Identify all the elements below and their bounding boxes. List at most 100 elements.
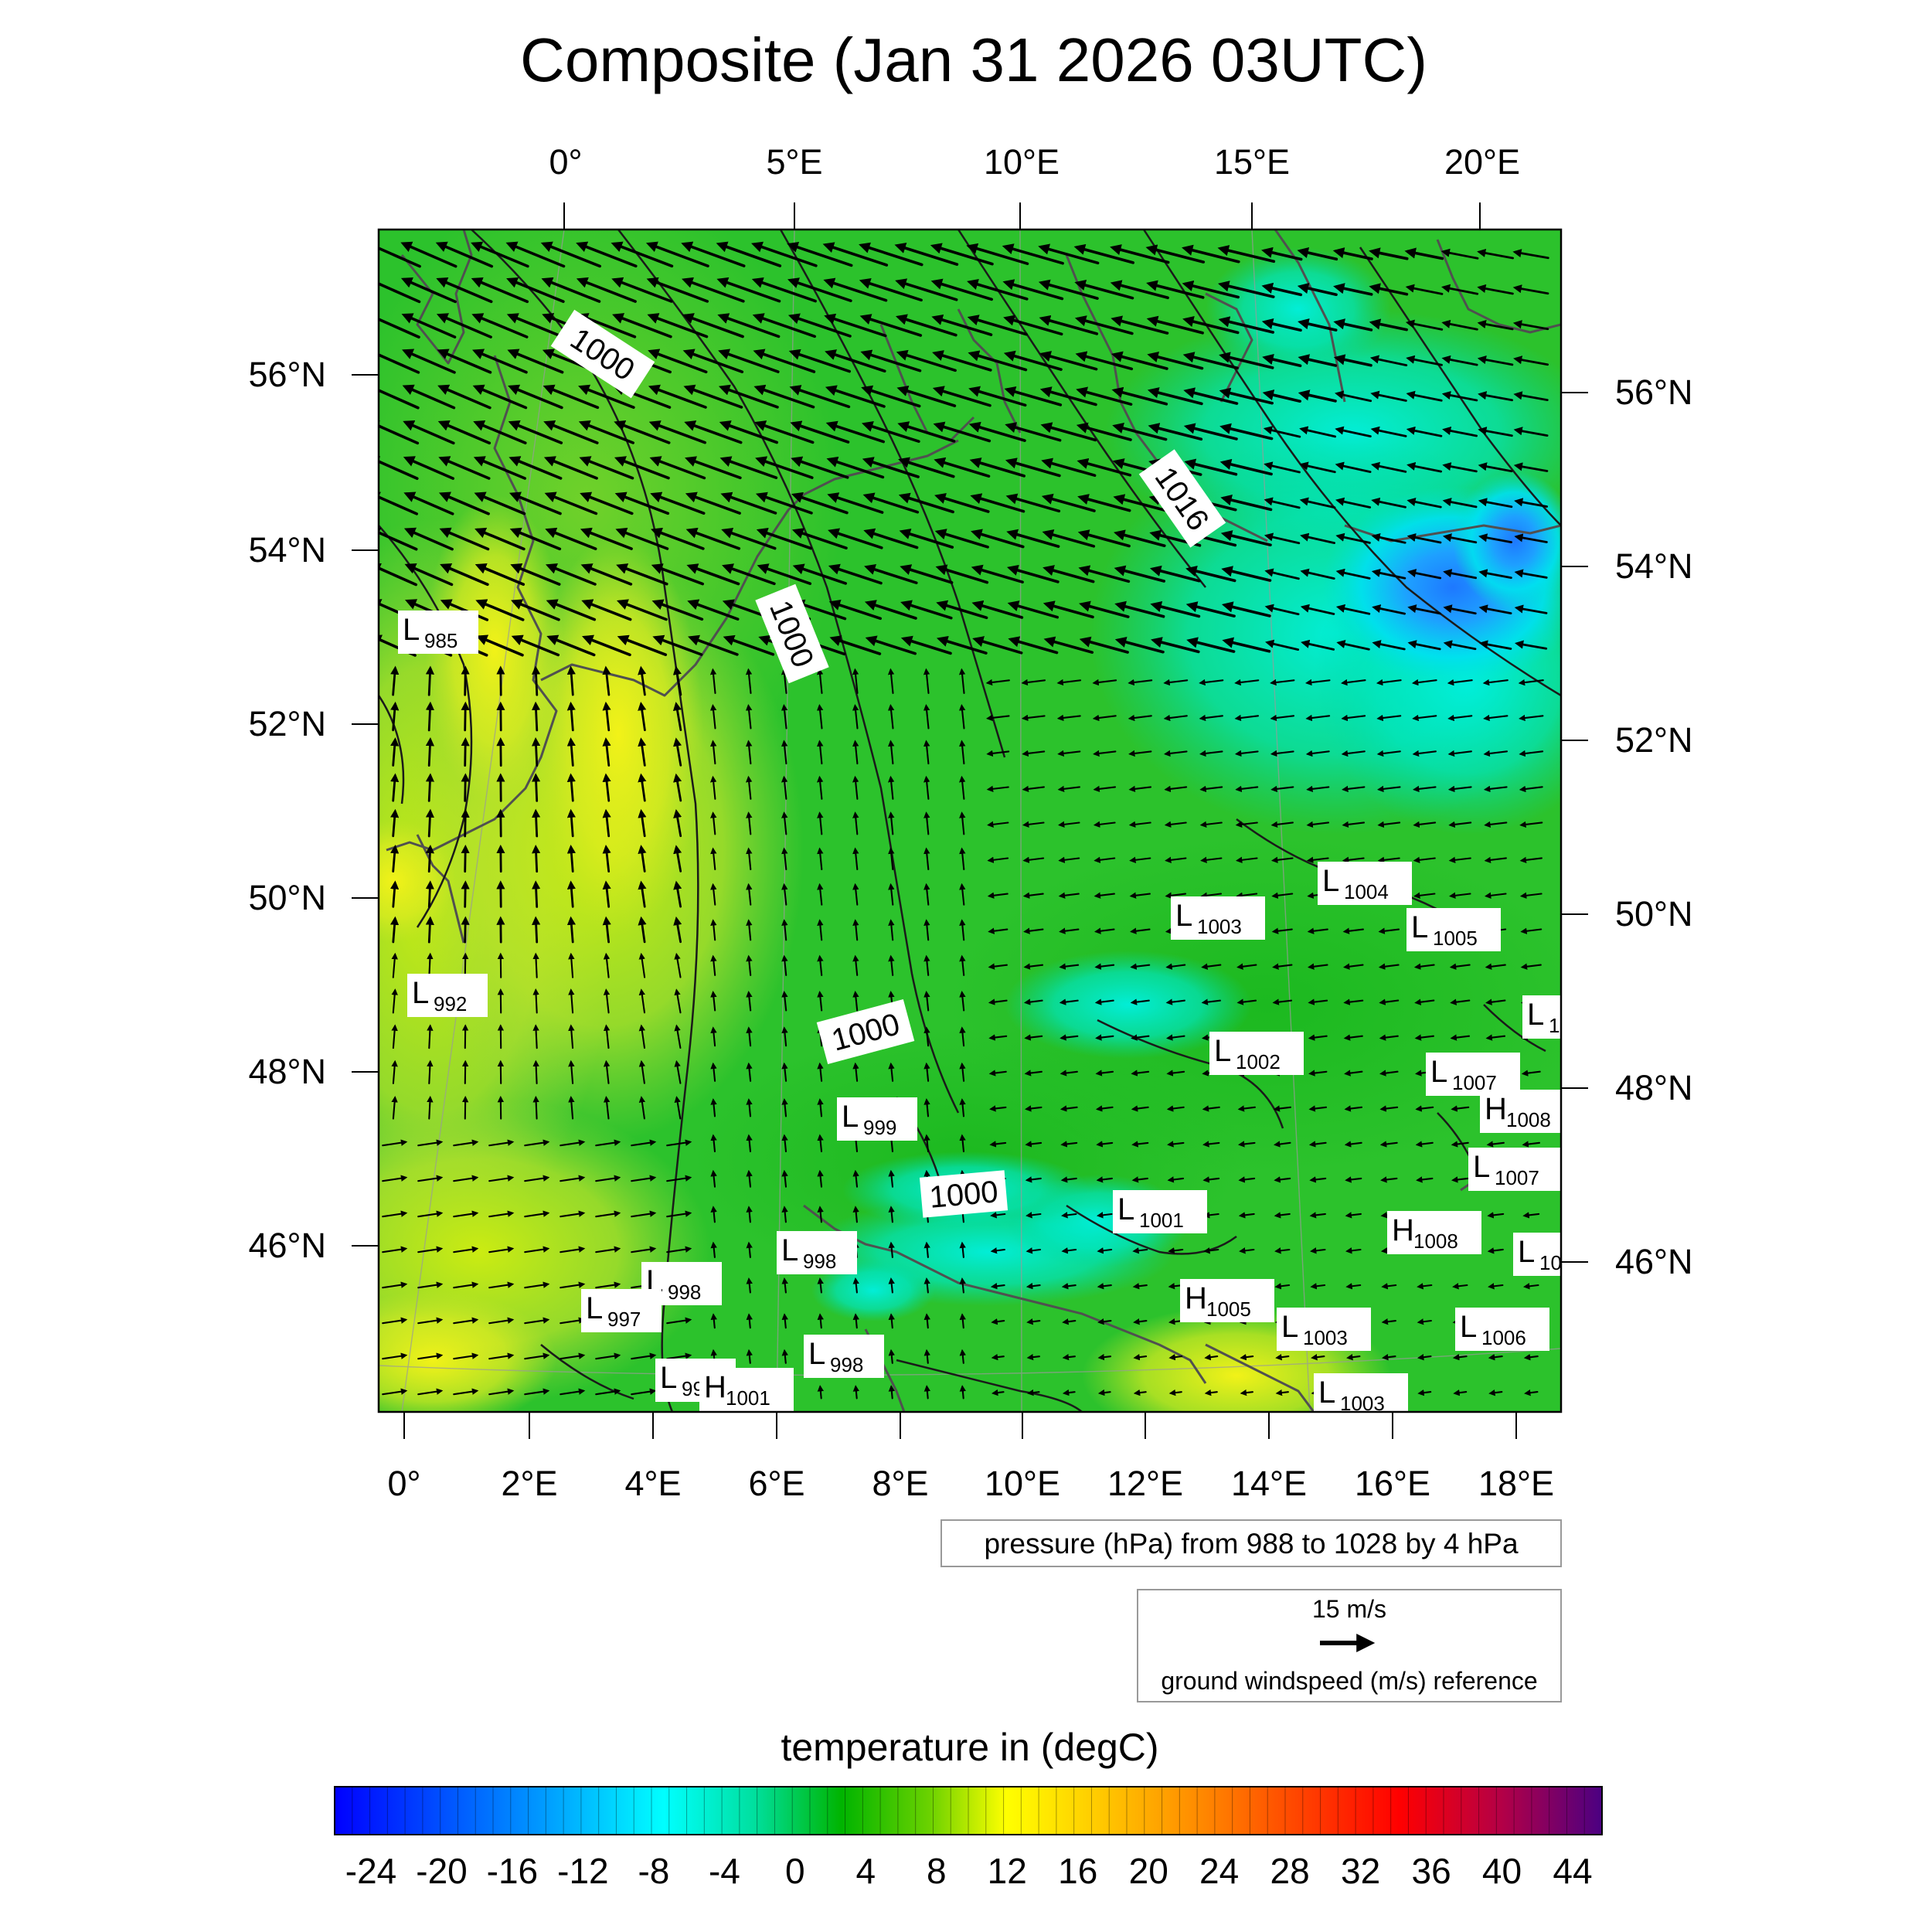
wind-vector <box>674 1024 682 1049</box>
wind-vector <box>1056 714 1081 722</box>
wind-vector <box>638 1024 646 1049</box>
wind-vector <box>581 634 631 657</box>
wind-vector <box>543 384 600 410</box>
wind-vector <box>710 775 717 800</box>
wind-vector <box>1168 1389 1182 1396</box>
wind-vector <box>1185 566 1236 583</box>
wind-vector <box>710 1241 717 1258</box>
wind-vector <box>1060 1141 1078 1148</box>
wind-vector <box>987 892 1009 899</box>
wind-vector <box>710 919 717 941</box>
wind-vector <box>888 1241 895 1258</box>
wind-vector <box>791 456 849 479</box>
wind-vector <box>1026 1212 1042 1219</box>
wind-vector <box>1079 636 1129 654</box>
wind-vector <box>382 1139 408 1147</box>
wind-vector <box>1414 998 1435 1005</box>
wind-vector <box>1237 1141 1256 1148</box>
wind-vector <box>1202 1212 1219 1219</box>
pressure-center-letter: L <box>808 1337 825 1371</box>
wind-vector <box>816 703 824 730</box>
wind-vector <box>967 315 1028 336</box>
wind-vector <box>1236 892 1258 899</box>
wind-vector <box>1237 1105 1256 1112</box>
wind-vector <box>781 775 788 800</box>
pressure-center-letter: L <box>1473 1150 1490 1184</box>
wind-vector <box>509 492 562 515</box>
wind-vector <box>1199 785 1223 793</box>
wind-vector <box>1202 1176 1220 1183</box>
wind-vector <box>1298 389 1337 403</box>
wind-vector <box>425 916 434 944</box>
wind-vector <box>781 1098 788 1117</box>
colorbar-title: temperature in (degC) <box>781 1726 1158 1769</box>
wind-vector <box>631 1246 657 1253</box>
wind-vector <box>473 420 527 445</box>
wind-vector <box>781 1313 788 1329</box>
wind-vector <box>1182 316 1240 335</box>
wind-vector <box>852 1277 859 1294</box>
wind-vector <box>1163 679 1189 686</box>
wind-vector <box>568 1060 575 1084</box>
wind-vector <box>638 1060 646 1084</box>
wind-vector <box>638 808 647 838</box>
wind-vector <box>968 421 1026 442</box>
wind-vector <box>382 1388 408 1396</box>
wind-vector <box>862 457 920 478</box>
wind-vector <box>1128 679 1153 686</box>
wind-vector <box>425 808 435 838</box>
pressure-center-letter: H <box>1392 1213 1414 1247</box>
wind-vector <box>1514 604 1548 614</box>
wind-vector <box>1417 1283 1433 1290</box>
wind-vector <box>390 665 400 696</box>
wind-vector <box>672 702 682 731</box>
wind-vector <box>1406 390 1443 402</box>
wind-vector <box>666 1246 692 1253</box>
wind-vector <box>1299 497 1336 509</box>
wind-vector <box>1078 565 1131 583</box>
wind-vector <box>1021 714 1046 722</box>
wind-vector <box>1059 963 1080 970</box>
wind-vector <box>859 314 923 337</box>
wind-vector <box>1167 1141 1185 1148</box>
wind-vector <box>888 1062 895 1082</box>
wind-vector <box>1217 245 1276 264</box>
wind-vector <box>817 740 824 765</box>
wind-vector <box>1165 892 1187 899</box>
wind-vector <box>511 634 560 657</box>
wind-vector <box>1236 963 1257 970</box>
bottom-axis <box>403 1412 1517 1439</box>
wind-vector <box>1381 1354 1396 1361</box>
wind-vector <box>1488 1389 1503 1396</box>
wind-vector <box>1412 750 1437 757</box>
wind-vector <box>817 811 824 835</box>
wind-vector <box>1218 316 1274 334</box>
wind-vector <box>1405 319 1444 331</box>
wind-vector <box>852 990 859 1012</box>
wind-vector <box>1478 498 1513 509</box>
wind-vector <box>817 847 824 871</box>
wind-vector <box>817 1313 824 1329</box>
wind-vector <box>1371 532 1406 544</box>
wind-vector <box>1114 636 1165 654</box>
wind-vector <box>1058 892 1080 899</box>
wind-vector <box>1412 785 1437 793</box>
wind-vector <box>1273 1141 1291 1148</box>
wind-vector <box>541 277 601 303</box>
wind-vector <box>753 384 815 409</box>
wind-vector <box>1478 569 1512 579</box>
wind-vector <box>1094 927 1115 934</box>
colorbar-tick-label: 24 <box>1199 1851 1239 1891</box>
wind-vector <box>417 1210 444 1218</box>
wind-vector <box>1183 387 1239 405</box>
wind-vector <box>524 1175 550 1182</box>
wind-vector <box>472 384 528 410</box>
pressure-center: L 1006 <box>1455 1308 1549 1351</box>
wind-vector <box>936 635 988 655</box>
wind-vector <box>1485 963 1506 970</box>
wind-vector <box>566 665 576 696</box>
pressure-center: L 1003 <box>1314 1373 1408 1412</box>
wind-vector <box>1342 927 1364 934</box>
wind-vector <box>566 845 576 872</box>
wind-vector <box>1097 1247 1113 1254</box>
